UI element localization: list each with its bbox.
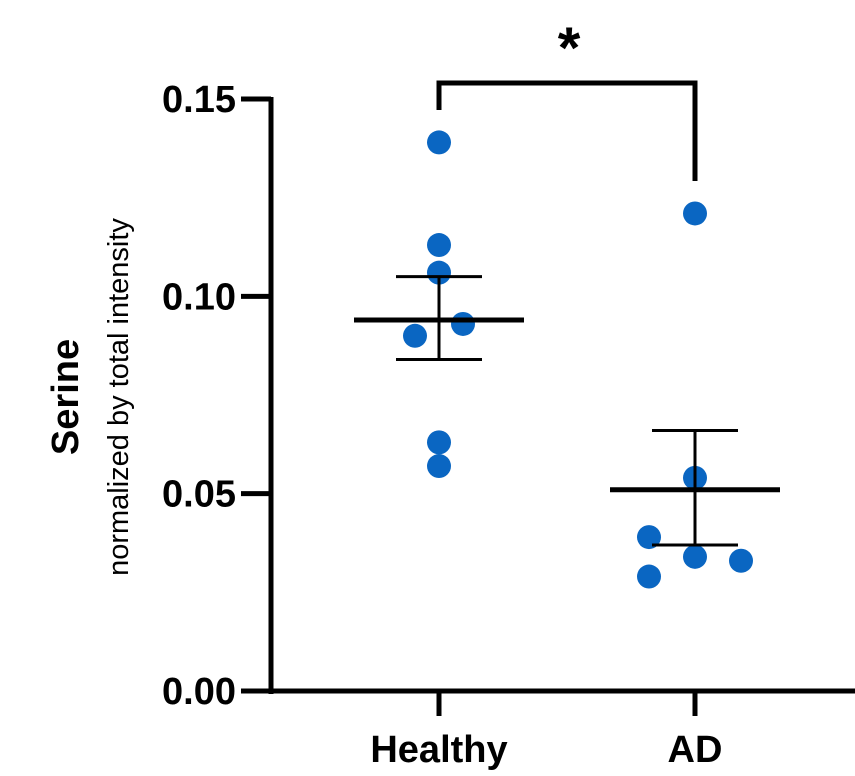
data-point — [683, 544, 707, 569]
y-tick-label: 0.05 — [162, 474, 236, 516]
y-ticks: 0.00 0.05 0.10 0.15 — [162, 79, 271, 713]
mean-sem-bars — [354, 275, 780, 547]
data-point — [683, 201, 707, 226]
data-point — [637, 564, 661, 589]
x-tick-label: Healthy — [370, 729, 507, 771]
y-tick-label: 0.15 — [162, 79, 236, 121]
y-axis-sublabel: normalized by total intensity — [103, 218, 135, 576]
x-ticks: Healthy AD — [370, 691, 722, 771]
x-tick-label: AD — [668, 729, 723, 771]
data-point — [403, 323, 427, 348]
data-point — [427, 260, 451, 285]
data-point — [427, 430, 451, 455]
y-axis-title: Serine normalized by total intensity — [45, 218, 135, 576]
data-point — [427, 454, 451, 479]
data-point — [451, 311, 475, 336]
data-point — [427, 130, 451, 155]
significance-line — [436, 80, 698, 181]
data-point — [729, 548, 753, 573]
significance-bracket: * — [436, 16, 698, 181]
significance-label: * — [558, 16, 581, 81]
y-tick-label: 0.00 — [162, 671, 236, 713]
axes — [268, 97, 855, 694]
data-point — [637, 525, 661, 550]
y-tick-label: 0.10 — [162, 276, 236, 318]
y-axis-label: Serine — [45, 339, 87, 455]
data-point — [427, 233, 451, 258]
